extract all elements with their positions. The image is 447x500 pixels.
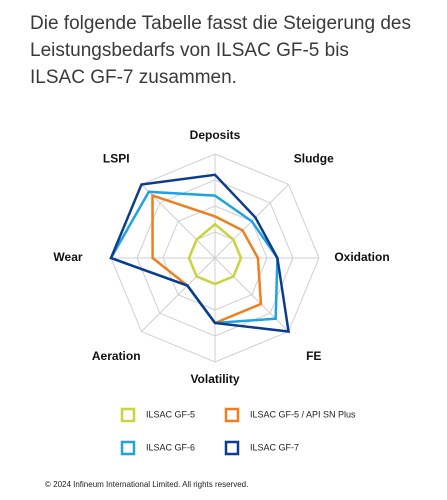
intro-line: Leistungsbedarfs von ILSAC GF-5 bis [30, 40, 349, 61]
legend-label: ILSAC GF-5 [146, 409, 195, 419]
series-line [109, 190, 279, 325]
axis-label: LSPI [103, 151, 130, 165]
axis-label: FE [306, 349, 321, 363]
axis-label: Aeration [92, 349, 141, 363]
intro-line: Die folgende Tabelle fasst die Steigerun… [30, 13, 411, 34]
legend-marker [224, 440, 240, 456]
spoke [141, 257, 216, 332]
legend-label: ILSAC GF-5 / API SN Plus [250, 409, 356, 419]
axis-label: Oxidation [334, 250, 389, 264]
axis-label: Wear [53, 250, 82, 264]
series-line [187, 222, 243, 286]
series-line [109, 173, 291, 333]
axis-label: Deposits [190, 128, 241, 142]
legend-marker [120, 440, 136, 456]
axis-label: Sludge [294, 151, 334, 165]
legend-marker [224, 407, 240, 423]
footer: © 2024 Infineum International Limited. A… [45, 480, 248, 489]
legend-label: ILSAC GF-6 [146, 442, 195, 452]
intro-text: Die folgende Tabelle fasst die Steigerun… [30, 10, 440, 91]
axis-label: Volatility [190, 372, 239, 386]
intro-line: ILSAC GF-7 zusammen. [30, 67, 237, 88]
legend-marker [120, 407, 136, 423]
legend-label: ILSAC GF-7 [250, 442, 299, 452]
